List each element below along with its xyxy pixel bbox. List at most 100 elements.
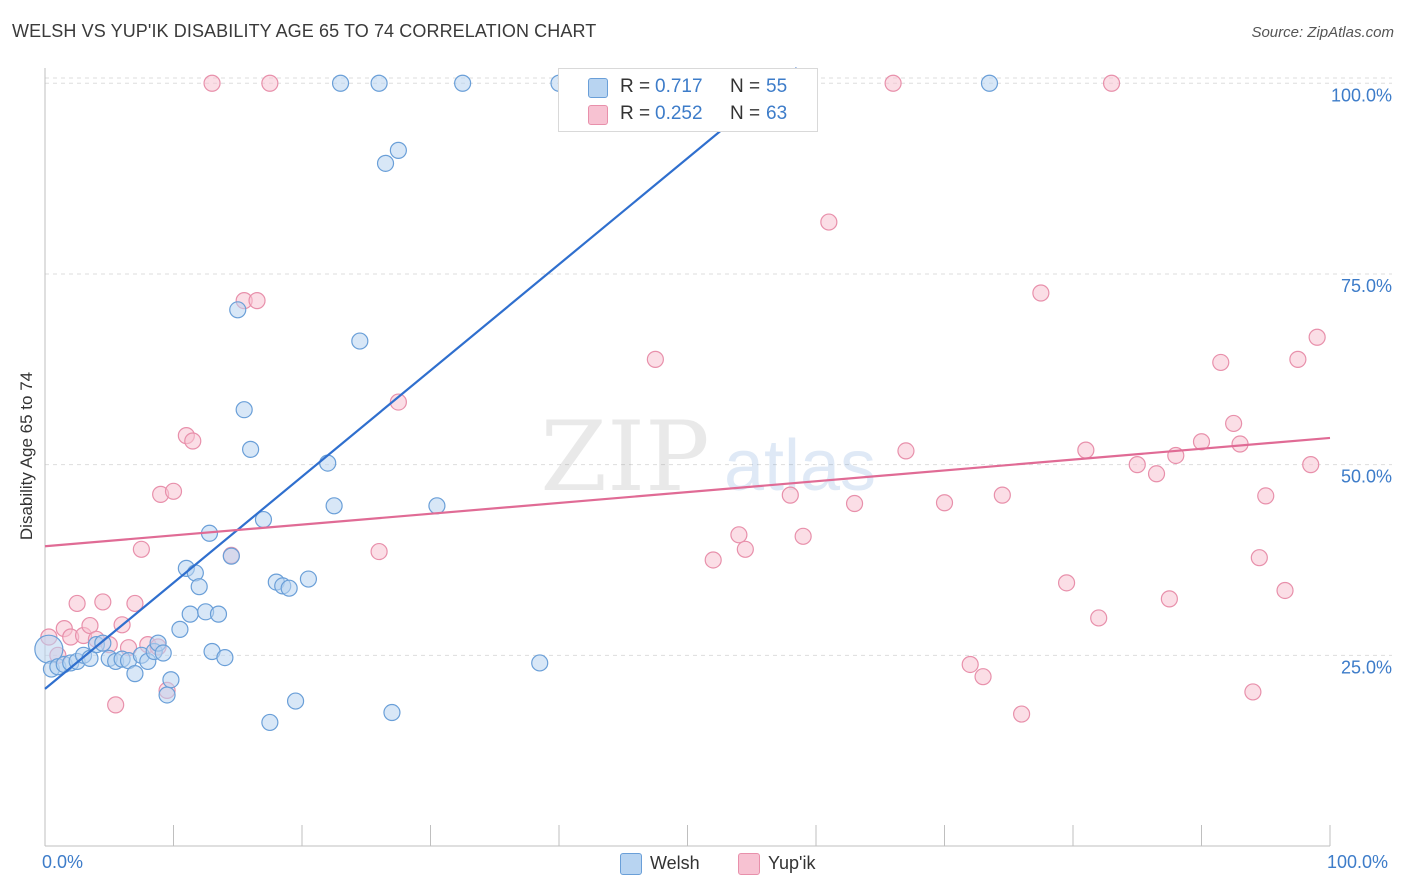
yupik-point <box>107 696 125 714</box>
welsh-point <box>126 665 144 683</box>
yupik-point <box>1057 574 1076 592</box>
yupik-r-value: 0.252 <box>655 103 703 124</box>
y-tick-label: 50.0% <box>1341 467 1392 487</box>
welsh-points <box>34 74 999 732</box>
chart-title: WELSH VS YUP'IK DISABILITY AGE 65 TO 74 … <box>12 21 597 41</box>
yupik-point <box>1012 705 1031 723</box>
legend-welsh-swatch <box>620 853 642 875</box>
welsh-point <box>216 649 234 667</box>
yupik-point <box>1308 328 1326 346</box>
watermark-zip: ZIP <box>540 401 709 513</box>
welsh-point <box>181 605 199 623</box>
yupik-point <box>132 540 150 558</box>
yupik-point <box>1090 609 1108 627</box>
welsh-point <box>222 547 240 565</box>
series-legend: Welsh Yup'ik <box>0 852 1406 876</box>
yupik-point <box>1289 350 1307 368</box>
y-tick-label: 75.0% <box>1341 276 1392 296</box>
yupik-r-label: R = <box>620 103 651 124</box>
legend-row-yupik: R = 0.252 N = 63 <box>559 101 817 127</box>
welsh-point <box>370 74 388 92</box>
welsh-point <box>154 644 172 662</box>
yupik-point <box>646 350 664 368</box>
yupik-point <box>81 616 99 635</box>
welsh-point <box>280 579 298 597</box>
y-tick-labels: 25.0% 50.0% 75.0% 100.0% <box>1331 85 1392 677</box>
legend-yupik-label: Yup'ik <box>768 853 816 873</box>
welsh-trendline <box>44 67 798 690</box>
yupik-point <box>248 292 266 310</box>
welsh-point <box>229 301 247 319</box>
yupik-point <box>1077 441 1095 459</box>
yupik-point <box>730 526 748 544</box>
yupik-point <box>1244 683 1262 701</box>
yupik-point <box>1032 284 1050 302</box>
welsh-point <box>299 570 318 588</box>
welsh-point <box>158 686 176 704</box>
y-tick-label: 25.0% <box>1341 657 1392 677</box>
yupik-point <box>94 593 112 611</box>
welsh-point <box>286 692 305 710</box>
yupik-point <box>164 482 183 500</box>
yupik-swatch <box>588 105 608 125</box>
trendlines <box>44 67 1331 690</box>
welsh-r-value: 0.717 <box>655 76 703 97</box>
source-label: Source: ZipAtlas.com <box>1251 24 1394 41</box>
watermark-atlas: atlas <box>724 426 876 506</box>
welsh-point <box>351 332 369 350</box>
yupik-point <box>935 494 954 512</box>
yupik-point <box>794 527 812 545</box>
yupik-point <box>370 542 388 561</box>
gridlines <box>45 77 1392 656</box>
yupik-point <box>68 594 86 613</box>
welsh-point <box>428 497 446 515</box>
yupik-point <box>704 551 722 569</box>
yupik-point <box>1212 353 1230 372</box>
yupik-point <box>261 74 279 92</box>
x-tick-marks <box>44 825 1331 846</box>
welsh-r-label: R = <box>620 76 651 97</box>
yupik-point <box>897 442 915 460</box>
x-tick-label-min: 0.0% <box>42 852 84 872</box>
welsh-point <box>190 578 208 596</box>
yupik-points <box>40 74 1326 723</box>
welsh-point <box>980 74 999 92</box>
yupik-point <box>1250 549 1268 567</box>
welsh-n-label: N = <box>730 76 761 97</box>
yupik-point <box>184 432 202 450</box>
yupik-point <box>1102 74 1121 92</box>
yupik-point <box>1257 487 1275 505</box>
welsh-swatch <box>588 78 608 98</box>
yupik-point <box>781 486 799 504</box>
yupik-n-value: 63 <box>766 103 788 124</box>
welsh-point <box>376 154 395 172</box>
yupik-point <box>1276 581 1294 600</box>
legend-row-welsh: R = 0.717 N = 55 <box>559 74 817 100</box>
yupik-point <box>974 668 992 686</box>
welsh-point <box>331 74 350 92</box>
yupik-point <box>993 486 1011 504</box>
welsh-n-value: 55 <box>766 76 788 97</box>
y-axis-label: Disability Age 65 to 74 <box>17 371 36 541</box>
legend-welsh-label: Welsh <box>650 853 700 873</box>
welsh-point <box>162 671 180 689</box>
yupik-point <box>1128 456 1146 474</box>
yupik-point <box>736 540 754 558</box>
yupik-n-label: N = <box>730 103 761 124</box>
welsh-point <box>261 713 279 732</box>
yupik-point <box>1302 456 1320 474</box>
correlation-legend: R = 0.717 N = 55 R = 0.252 N = 63 <box>558 68 818 132</box>
yupik-point <box>820 213 838 231</box>
welsh-point <box>531 654 549 672</box>
legend-yupik-swatch <box>738 853 760 875</box>
watermark: ZIP atlas <box>540 401 876 513</box>
welsh-point <box>319 454 337 472</box>
welsh-point <box>235 401 253 419</box>
yupik-point <box>884 74 902 92</box>
yupik-point <box>1225 414 1243 433</box>
welsh-point <box>171 620 189 638</box>
yupik-point <box>389 393 407 411</box>
yupik-point <box>1160 590 1178 608</box>
yupik-point <box>126 594 144 613</box>
welsh-point <box>454 74 472 92</box>
